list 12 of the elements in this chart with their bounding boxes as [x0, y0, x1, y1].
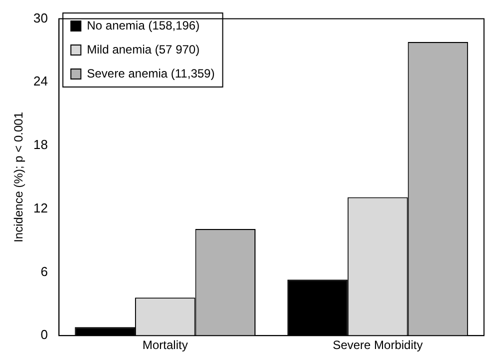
y-tick-label: 24 [33, 74, 48, 89]
legend-label: Severe anemia (11,359) [86, 66, 215, 80]
legend-label: Mild anemia (57 970) [86, 42, 200, 56]
x-tick-label: Severe Morbidity [332, 338, 423, 352]
y-tick-label: 12 [33, 200, 48, 216]
y-tick-label: 0 [40, 327, 48, 342]
legend-label: No anemia (158,196) [86, 18, 200, 32]
y-axis-title: Incidence (%); p < 0.001 [12, 112, 26, 242]
x-tick-label: Mortality [142, 338, 188, 352]
y-tick-label: 30 [33, 10, 48, 26]
y-tick-label: 18 [33, 137, 48, 152]
y-tick-label: 6 [40, 264, 48, 279]
